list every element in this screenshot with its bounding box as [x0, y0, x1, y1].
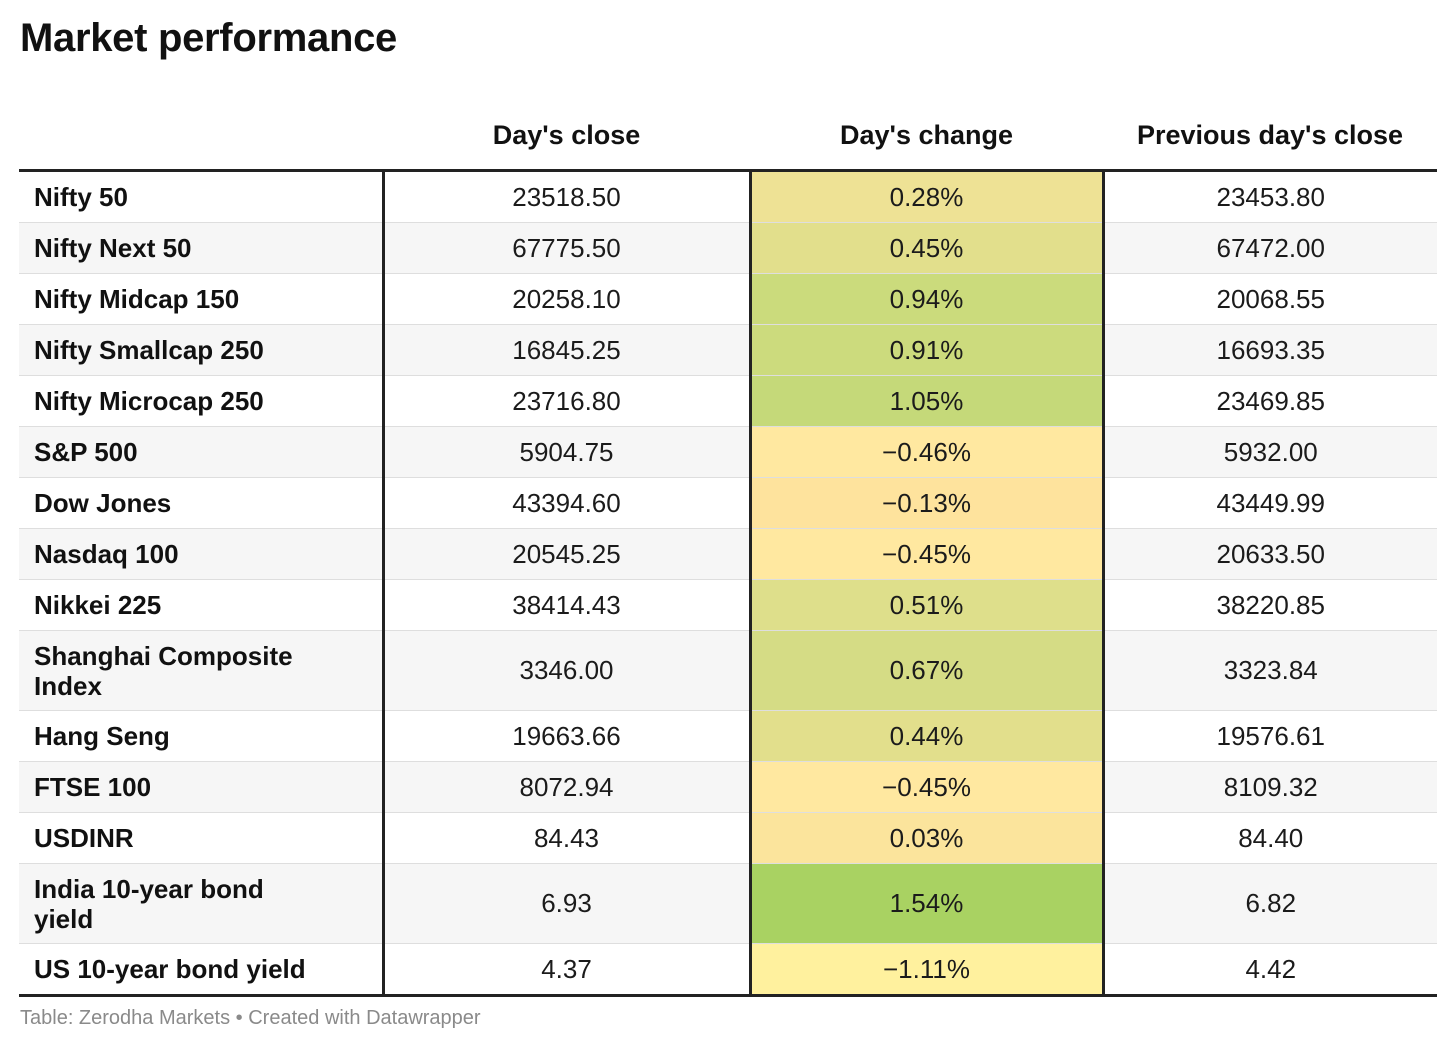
row-name-cell: Hang Seng — [19, 710, 383, 762]
table-row: Nifty Midcap 150 20258.10 0.94% 20068.55 — [19, 273, 1437, 325]
row-days-close-cell: 38414.43 — [381, 579, 750, 631]
row-previous-close-cell: 67472.00 — [1103, 222, 1437, 274]
row-previous-close-cell: 8109.32 — [1103, 761, 1437, 813]
row-name-cell: Nifty Smallcap 250 — [19, 324, 383, 376]
footer-separator: • — [230, 1007, 249, 1029]
chart-title: Market performance — [20, 16, 397, 60]
row-name-cell: India 10-year bond yield — [19, 863, 383, 944]
footer-source: Table: Zerodha Markets — [20, 1007, 231, 1029]
market-performance-table: Day's close Day's change Previous day's … — [19, 101, 1437, 997]
table-row: Nifty Microcap 250 23716.80 1.05% 23469.85 — [19, 375, 1437, 427]
row-days-close-cell: 23518.50 — [381, 170, 750, 223]
table-row: S&P 500 5904.75 −0.46% 5932.00 — [19, 426, 1437, 478]
row-days-change-cell: 1.05% — [748, 375, 1105, 427]
row-name-cell: Dow Jones — [19, 477, 383, 529]
row-previous-close-cell: 23469.85 — [1103, 375, 1437, 427]
row-days-close-cell: 19663.66 — [381, 710, 750, 762]
row-name-cell: Nifty Midcap 150 — [19, 273, 383, 325]
row-previous-close-cell: 38220.85 — [1103, 579, 1437, 631]
table-row: Nikkei 225 38414.43 0.51% 38220.85 — [19, 579, 1437, 631]
table-row: Dow Jones 43394.60 −0.13% 43449.99 — [19, 477, 1437, 529]
row-days-close-cell: 6.93 — [381, 863, 750, 944]
row-name-cell: S&P 500 — [19, 426, 383, 478]
table-row: Nasdaq 100 20545.25 −0.45% 20633.50 — [19, 528, 1437, 580]
row-days-change-cell: 0.91% — [748, 324, 1105, 376]
row-name-cell: Nikkei 225 — [19, 579, 383, 631]
row-days-close-cell: 16845.25 — [381, 324, 750, 376]
row-name-cell: FTSE 100 — [19, 761, 383, 813]
row-name-cell: Nasdaq 100 — [19, 528, 383, 580]
row-days-change-cell: −0.45% — [748, 528, 1105, 580]
row-days-change-cell: 0.28% — [748, 170, 1105, 223]
row-days-change-cell: −0.46% — [748, 426, 1105, 478]
row-previous-close-cell: 6.82 — [1103, 863, 1437, 944]
row-days-change-cell: 1.54% — [748, 863, 1105, 944]
row-name-cell: Shanghai Composite Index — [19, 630, 383, 711]
row-days-close-cell: 4.37 — [381, 943, 750, 997]
row-previous-close-cell: 5932.00 — [1103, 426, 1437, 478]
row-days-close-cell: 3346.00 — [381, 630, 750, 711]
row-previous-close-cell: 20068.55 — [1103, 273, 1437, 325]
row-days-close-cell: 5904.75 — [381, 426, 750, 478]
row-days-close-cell: 20545.25 — [381, 528, 750, 580]
row-previous-close-cell: 3323.84 — [1103, 630, 1437, 711]
row-previous-close-cell: 23453.80 — [1103, 170, 1437, 223]
table-body: Nifty 50 23518.50 0.28% 23453.80 Nifty Next … — [19, 170, 1437, 997]
row-name-cell: USDINR — [19, 812, 383, 864]
table-row: FTSE 100 8072.94 −0.45% 8109.32 — [19, 761, 1437, 813]
row-days-change-cell: 0.67% — [748, 630, 1105, 711]
footer: Table: Zerodha Markets • Created with Da… — [20, 1007, 481, 1030]
table-row: USDINR 84.43 0.03% 84.40 — [19, 812, 1437, 864]
row-days-change-cell: −0.45% — [748, 761, 1105, 813]
table-row: India 10-year bond yield 6.93 1.54% 6.82 — [19, 863, 1437, 944]
header-name — [19, 101, 383, 172]
row-days-close-cell: 43394.60 — [381, 477, 750, 529]
row-previous-close-cell: 16693.35 — [1103, 324, 1437, 376]
row-days-change-cell: 0.45% — [748, 222, 1105, 274]
table-row: Shanghai Composite Index 3346.00 0.67% 3323… — [19, 630, 1437, 711]
table-row: Nifty Smallcap 250 16845.25 0.91% 16693.35 — [19, 324, 1437, 376]
row-previous-close-cell: 20633.50 — [1103, 528, 1437, 580]
row-previous-close-cell: 84.40 — [1103, 812, 1437, 864]
header-days-change: Day's change — [750, 101, 1103, 172]
row-days-change-cell: 0.44% — [748, 710, 1105, 762]
row-days-close-cell: 23716.80 — [381, 375, 750, 427]
row-days-close-cell: 20258.10 — [381, 273, 750, 325]
market-table-container: Day's close Day's change Previous day's … — [19, 101, 1437, 997]
table-row: Nifty 50 23518.50 0.28% 23453.80 — [19, 170, 1437, 223]
row-days-change-cell: 0.03% — [748, 812, 1105, 864]
row-previous-close-cell: 19576.61 — [1103, 710, 1437, 762]
row-name-cell: Nifty Microcap 250 — [19, 375, 383, 427]
row-days-change-cell: 0.51% — [748, 579, 1105, 631]
table-row: Nifty Next 50 67775.50 0.45% 67472.00 — [19, 222, 1437, 274]
row-days-close-cell: 67775.50 — [381, 222, 750, 274]
row-days-change-cell: 0.94% — [748, 273, 1105, 325]
row-days-close-cell: 84.43 — [381, 812, 750, 864]
row-previous-close-cell: 43449.99 — [1103, 477, 1437, 529]
row-days-close-cell: 8072.94 — [381, 761, 750, 813]
row-name-cell: US 10-year bond yield — [19, 943, 383, 997]
header-row: Day's close Day's change Previous day's … — [19, 101, 1437, 172]
row-previous-close-cell: 4.42 — [1103, 943, 1437, 997]
row-name-cell: Nifty 50 — [19, 170, 383, 223]
header-previous-days-close: Previous day's close — [1103, 101, 1437, 172]
table-row: Hang Seng 19663.66 0.44% 19576.61 — [19, 710, 1437, 762]
row-days-change-cell: −0.13% — [748, 477, 1105, 529]
row-days-change-cell: −1.11% — [748, 943, 1105, 997]
footer-credit: Created with Datawrapper — [248, 1007, 481, 1029]
table-row: US 10-year bond yield 4.37 −1.11% 4.42 — [19, 943, 1437, 997]
header-days-close: Day's close — [383, 101, 750, 172]
row-name-cell: Nifty Next 50 — [19, 222, 383, 274]
